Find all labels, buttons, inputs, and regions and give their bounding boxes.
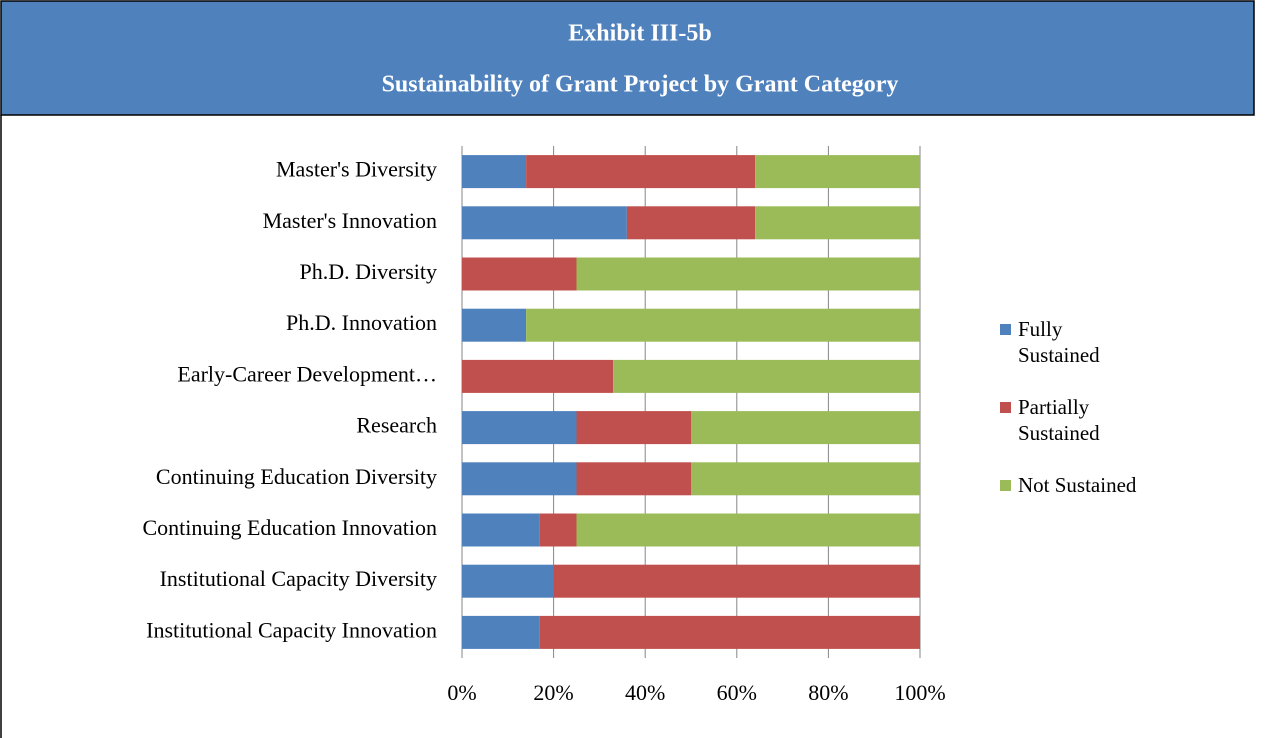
- x-tick-label: 20%: [533, 680, 573, 705]
- bar-segment: [576, 411, 691, 445]
- bar-segment: [755, 155, 920, 189]
- bar-segment: [553, 564, 920, 598]
- bar-segment: [691, 411, 920, 445]
- bar-segment: [462, 308, 527, 342]
- legend-item: Partially Sustained: [1000, 394, 1138, 446]
- bar-segment: [539, 513, 577, 547]
- legend-label: Fully Sustained: [1018, 317, 1100, 367]
- bar-segment: [462, 462, 577, 496]
- legend-swatch: [1000, 402, 1011, 413]
- x-tick-label: 80%: [808, 680, 848, 705]
- legend-item: Fully Sustained: [1000, 316, 1138, 368]
- bar-segment: [462, 615, 540, 649]
- y-tick-label: Continuing Education Innovation: [142, 515, 437, 540]
- bar-segment: [613, 359, 920, 393]
- legend-swatch: [1000, 324, 1011, 335]
- y-tick-label: Ph.D. Diversity: [300, 259, 438, 284]
- legend-label: Partially Sustained: [1018, 395, 1100, 445]
- bar-segment: [462, 257, 577, 291]
- chart-subtitle: Sustainability of Grant Project by Grant…: [382, 72, 899, 98]
- legend-item: Not Sustained: [1000, 472, 1138, 498]
- x-tick-label: 60%: [717, 680, 757, 705]
- bar-segment: [526, 308, 920, 342]
- x-tick-label: 100%: [894, 680, 945, 705]
- bar-segment: [576, 462, 691, 496]
- y-tick-label: Ph.D. Innovation: [286, 310, 437, 335]
- bar-segment: [755, 206, 920, 240]
- x-tick-label: 0%: [447, 680, 476, 705]
- bar-segment: [576, 257, 920, 291]
- bar-segment: [462, 564, 554, 598]
- header-band: [0, 0, 1255, 116]
- legend-label: Not Sustained: [1018, 473, 1137, 497]
- legend-swatch: [1000, 480, 1011, 491]
- bar-segment: [462, 206, 627, 240]
- bar-segment: [462, 411, 577, 445]
- y-tick-label: Master's Innovation: [263, 208, 437, 233]
- bar-segment: [691, 462, 920, 496]
- y-tick-label: Early-Career Development…: [177, 361, 437, 386]
- bar-segment: [462, 359, 614, 393]
- y-tick-label: Master's Diversity: [276, 157, 437, 182]
- bar-segment: [526, 155, 756, 189]
- x-tick-label: 40%: [625, 680, 665, 705]
- y-tick-label: Institutional Capacity Innovation: [146, 617, 437, 642]
- bar-segment: [576, 513, 920, 547]
- y-tick-label: Continuing Education Diversity: [156, 464, 437, 489]
- y-tick-label: Institutional Capacity Diversity: [160, 566, 437, 591]
- chart-title: Exhibit III-5b: [568, 21, 711, 47]
- bar-segment: [539, 615, 920, 649]
- bar-segment: [626, 206, 756, 240]
- bar-segment: [462, 155, 527, 189]
- y-tick-label: Research: [356, 413, 437, 438]
- bar-segment: [462, 513, 540, 547]
